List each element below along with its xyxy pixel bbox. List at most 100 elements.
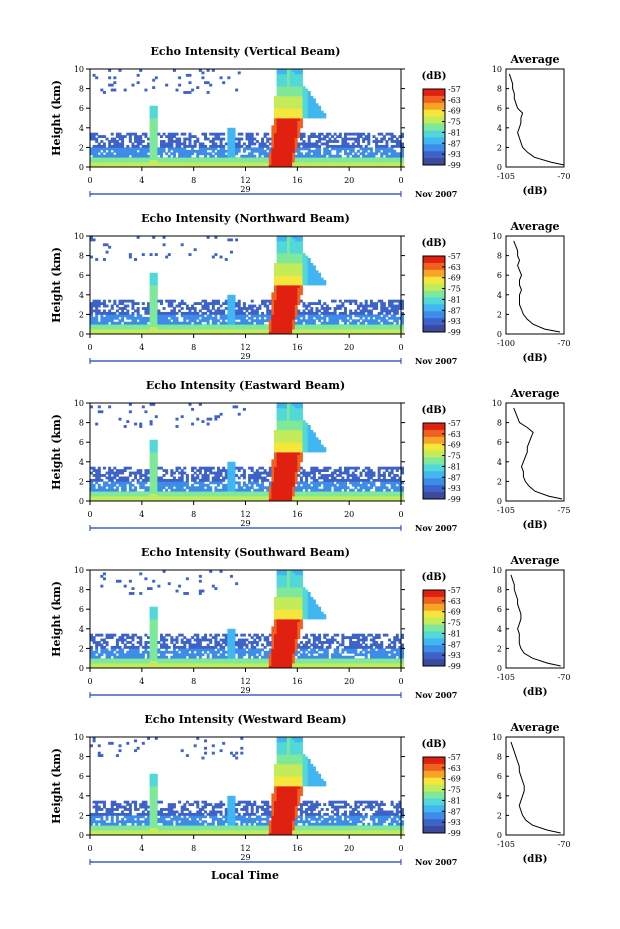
heatmap-cell xyxy=(126,147,130,151)
heatmap-cell xyxy=(154,442,158,446)
heatmap-cell xyxy=(237,299,241,303)
heatmap-cell xyxy=(380,316,384,320)
heatmap-cell xyxy=(157,132,161,136)
heatmap-cell xyxy=(297,132,301,136)
heatmap-cell xyxy=(147,159,151,163)
heatmap-cell xyxy=(328,329,332,332)
heatmap-cell xyxy=(250,474,254,477)
heatmap-cell xyxy=(222,149,226,153)
heatmap-cell xyxy=(222,324,226,328)
heatmap-cell xyxy=(167,319,171,323)
heatmap-cell xyxy=(121,478,125,482)
heatmap-cell xyxy=(216,488,220,492)
heatmap-cell xyxy=(305,267,309,271)
heatmap-cell xyxy=(183,162,187,165)
heatmap-cell xyxy=(191,144,195,148)
heatmap-cell xyxy=(180,474,184,477)
heatmap-cell xyxy=(227,314,231,318)
heatmap-cell xyxy=(281,118,285,121)
heatmap-cell xyxy=(286,311,290,315)
heatmap-cell xyxy=(320,321,324,325)
heatmap-cell xyxy=(297,329,301,332)
heatmap-cell xyxy=(299,321,303,325)
heatmap-cell xyxy=(268,152,272,156)
heatmap-cell xyxy=(299,311,303,315)
heatmap-cell xyxy=(92,474,96,477)
heatmap-cell xyxy=(284,152,288,156)
heatmap-cell xyxy=(167,299,171,303)
heatmap-cell xyxy=(229,491,233,495)
heatmap-cell xyxy=(97,496,101,499)
heatmap-cell xyxy=(292,285,296,288)
heatmap-cell xyxy=(292,403,296,406)
heatmap-cell xyxy=(139,154,143,158)
heatmap-cell xyxy=(279,95,283,99)
heatmap-cell xyxy=(279,491,283,495)
heatmap-cell xyxy=(211,481,215,485)
heatmap-cell xyxy=(343,324,347,328)
heatmap-cell xyxy=(250,319,254,323)
heatmap-cell xyxy=(235,326,239,330)
heatmap-cell xyxy=(305,110,309,114)
heatmap-cell xyxy=(159,154,163,158)
heatmap-cell xyxy=(292,260,296,264)
heatmap-cell xyxy=(209,154,213,158)
heatmap-cell xyxy=(222,137,226,141)
heatmap-cell xyxy=(284,248,288,252)
heatmap-cell xyxy=(196,488,200,492)
heatmap-cell xyxy=(294,243,298,247)
heatmap-cell xyxy=(341,314,345,318)
heatmap-cell xyxy=(136,311,140,315)
heatmap-cell xyxy=(292,258,296,261)
heatmap-cell xyxy=(286,93,290,97)
heatmap-cell xyxy=(222,316,226,320)
heatmap-cell xyxy=(149,461,153,465)
heatmap-cell xyxy=(369,309,373,313)
heatmap-cell xyxy=(188,311,192,315)
heatmap-cell xyxy=(286,321,290,325)
heatmap-cell xyxy=(294,297,298,301)
heatmap-cell xyxy=(159,164,163,168)
heatmap-cell xyxy=(331,311,335,315)
heatmap-cell xyxy=(274,130,277,134)
heatmap-cell xyxy=(229,329,233,332)
heatmap-cell xyxy=(222,132,226,136)
heatmap-cell xyxy=(90,137,93,141)
heatmap-cell xyxy=(377,324,381,328)
heatmap-cell xyxy=(307,113,311,116)
heatmap-cell xyxy=(193,142,197,146)
heatmap-cell xyxy=(333,307,337,310)
heatmap-cell xyxy=(95,481,99,485)
heatmap-cell xyxy=(229,137,233,141)
heatmap-cell xyxy=(341,157,345,161)
heatmap-cell xyxy=(152,130,156,134)
heatmap-cell xyxy=(279,452,283,455)
heatmap-cell xyxy=(382,152,386,156)
heatmap-cell xyxy=(395,144,399,148)
heatmap-cell xyxy=(299,240,303,244)
heatmap-cell xyxy=(204,149,208,153)
heatmap-cell xyxy=(356,157,360,161)
heatmap-cell xyxy=(276,76,280,80)
heatmap-cell xyxy=(152,149,156,153)
heatmap-cell xyxy=(279,299,283,303)
heatmap-cell xyxy=(388,329,392,332)
heatmap-cell xyxy=(289,311,293,315)
heatmap-cell xyxy=(312,98,316,102)
heatmap-cell xyxy=(175,488,179,492)
heatmap-cell xyxy=(299,152,303,156)
heatmap-cell xyxy=(185,311,189,315)
heatmap-cell xyxy=(175,319,179,323)
heatmap-cell xyxy=(333,132,337,136)
heatmap-cell xyxy=(152,297,156,301)
heatmap-cell xyxy=(351,132,355,136)
heatmap-cell xyxy=(222,321,226,325)
heatmap-cell xyxy=(175,162,179,165)
heatmap-cell xyxy=(312,265,316,269)
heatmap-cell xyxy=(237,321,241,325)
heatmap-cell xyxy=(284,493,288,497)
heatmap-cell xyxy=(302,93,306,97)
heatmap-cell xyxy=(323,319,327,323)
heatmap-cell xyxy=(90,481,93,485)
heatmap-cell xyxy=(292,71,296,75)
